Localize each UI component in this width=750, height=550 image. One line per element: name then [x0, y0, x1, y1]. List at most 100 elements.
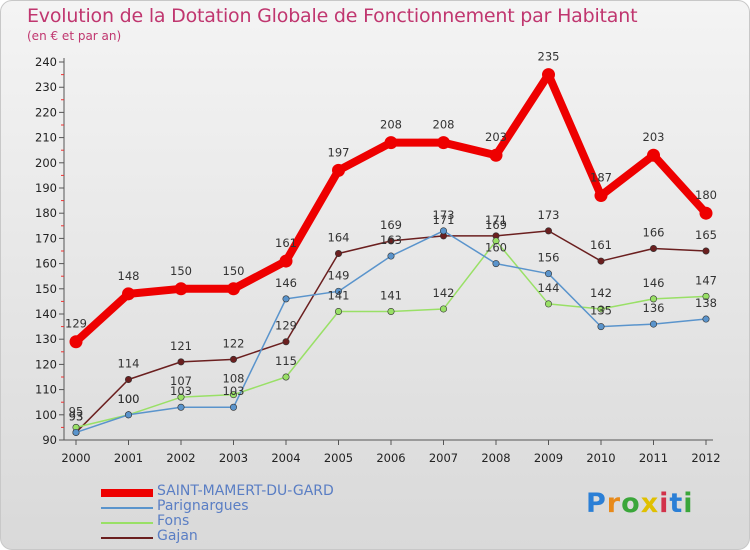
series-3-point — [125, 376, 133, 384]
series-2-point — [439, 305, 447, 313]
series-3-point — [702, 247, 710, 255]
data-label: 203 — [643, 130, 665, 144]
x-tick-label: 2009 — [534, 451, 563, 465]
series-3-point — [649, 244, 657, 252]
legend-label: Fons — [157, 513, 190, 529]
data-label: 95 — [69, 404, 84, 418]
series-3-point — [177, 358, 185, 366]
series-1-point — [282, 295, 290, 303]
x-tick-label: 2010 — [586, 451, 615, 465]
series-3-point — [387, 237, 395, 245]
data-label: 166 — [643, 225, 665, 239]
series-1-point — [702, 315, 710, 323]
y-tick-label: 170 — [35, 231, 57, 245]
data-label: 115 — [275, 354, 297, 368]
legend-label: Gajan — [157, 528, 198, 544]
y-tick-label: 180 — [35, 206, 57, 220]
legend-label: SAINT-MAMERT-DU-GARD — [157, 483, 334, 499]
data-label: 129 — [65, 317, 87, 331]
data-label: 141 — [328, 288, 350, 302]
series-3-point — [230, 355, 238, 363]
series-0-point — [647, 148, 660, 162]
logo-letter: i — [659, 488, 670, 519]
data-label: 208 — [433, 118, 455, 132]
series-1-point — [230, 403, 238, 411]
series-1-point — [492, 260, 500, 268]
data-label: 164 — [328, 231, 350, 245]
series-3-point — [597, 257, 605, 265]
series-0-point — [437, 136, 450, 150]
data-label: 121 — [170, 339, 192, 353]
data-label: 203 — [485, 130, 507, 144]
data-label: 208 — [380, 118, 402, 132]
legend-swatch — [101, 489, 153, 497]
series-0-point — [699, 206, 713, 220]
series-0-point — [227, 282, 240, 296]
series-0-point — [594, 189, 608, 203]
data-label: 180 — [695, 188, 717, 202]
data-label: 108 — [223, 372, 245, 386]
y-tick-label: 150 — [35, 282, 57, 296]
series-2-point — [702, 292, 710, 300]
series-3-point — [334, 250, 342, 258]
y-tick-label: 220 — [35, 105, 57, 119]
series-2-point — [177, 393, 185, 401]
logo-letter: P — [586, 488, 607, 519]
x-tick-label: 2003 — [219, 451, 248, 465]
x-tick-label: 2002 — [166, 451, 195, 465]
data-label: 171 — [485, 213, 507, 227]
data-label: 93 — [69, 409, 84, 423]
series-2-point — [282, 373, 290, 381]
series-0-point — [542, 68, 555, 82]
chart-title: Evolution de la Dotation Globale de Fonc… — [27, 5, 638, 27]
series-0-point — [332, 163, 345, 177]
x-tick-label: 2004 — [271, 451, 300, 465]
logo-letter: i — [683, 488, 694, 519]
series-2-point — [230, 391, 238, 399]
series-2-point — [597, 305, 605, 313]
y-tick-label: 90 — [42, 433, 57, 447]
data-label: 187 — [590, 171, 612, 185]
data-label: 150 — [223, 264, 245, 278]
series-0-point — [384, 136, 398, 150]
series-3-point — [282, 338, 290, 346]
series-2-point — [334, 307, 342, 315]
x-tick-label: 2012 — [691, 451, 720, 465]
legend-swatch — [101, 522, 153, 524]
data-label: 103 — [223, 384, 245, 398]
y-tick-label: 120 — [35, 357, 57, 371]
logo-letter: r — [606, 488, 622, 519]
logo-letter: t — [669, 488, 684, 519]
x-tick-label: 2001 — [114, 451, 143, 465]
data-label: 149 — [328, 268, 350, 282]
proxiti-logo: Proxiti — [586, 488, 694, 519]
series-1-point — [439, 227, 447, 235]
data-label: 146 — [275, 276, 297, 290]
data-label: 160 — [485, 241, 507, 255]
data-label: 165 — [695, 228, 717, 242]
y-tick-label: 100 — [35, 408, 57, 422]
series-0-point — [122, 287, 135, 301]
series-line-1 — [75, 230, 707, 434]
series-2-point — [649, 295, 657, 303]
data-label: 235 — [538, 50, 560, 64]
data-label: 169 — [485, 218, 507, 232]
data-label: 169 — [380, 218, 402, 232]
series-2-point — [492, 237, 500, 245]
data-label: 173 — [433, 208, 455, 222]
series-1-point — [72, 428, 80, 436]
series-1-point — [649, 320, 657, 328]
y-tick-label: 210 — [35, 131, 57, 145]
logo-letter: o — [621, 488, 641, 519]
data-label: 156 — [538, 251, 560, 265]
series-1-point — [544, 270, 552, 278]
data-label: 173 — [538, 208, 560, 222]
y-tick-label: 130 — [35, 332, 57, 346]
x-tick-label: 2005 — [324, 451, 353, 465]
data-label: 141 — [380, 288, 402, 302]
data-label: 100 — [118, 392, 140, 406]
data-label: 150 — [170, 264, 192, 278]
x-tick-label: 2008 — [481, 451, 510, 465]
x-tick-label: 2006 — [376, 451, 405, 465]
